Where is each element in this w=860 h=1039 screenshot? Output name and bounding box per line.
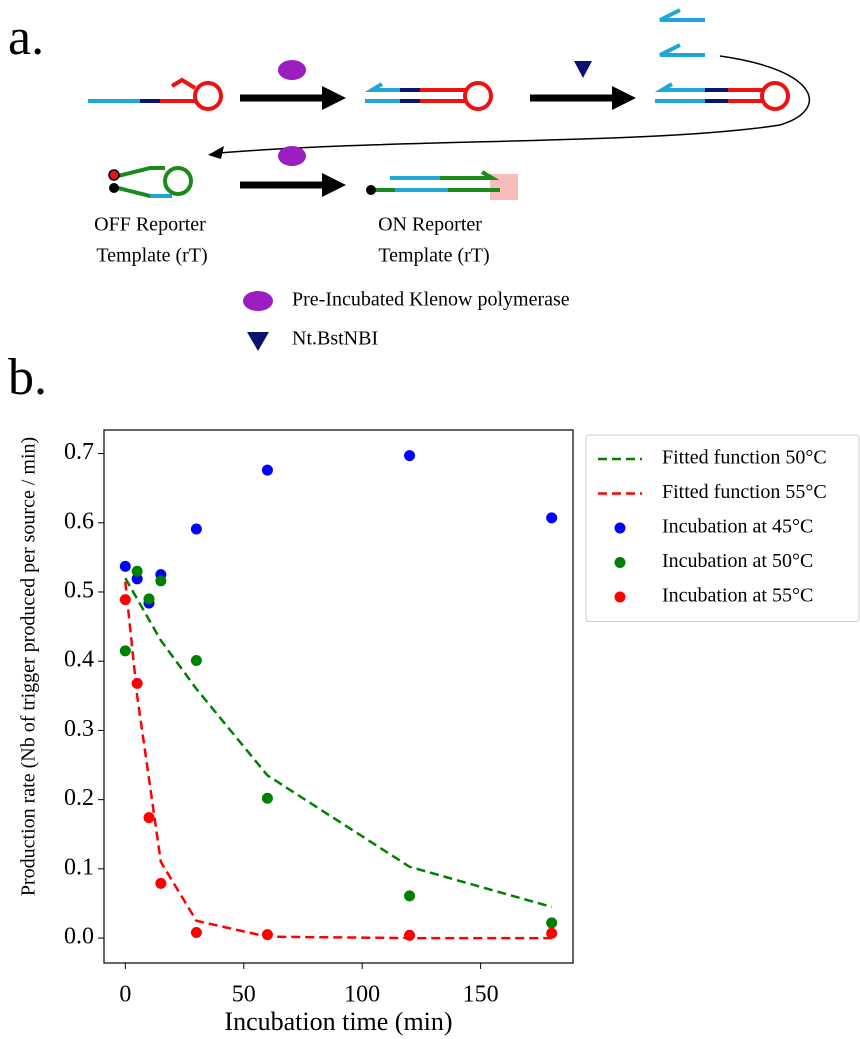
- point: [119, 560, 131, 572]
- point: [261, 464, 273, 476]
- point: [190, 655, 202, 667]
- strand: [364, 82, 400, 92]
- point: [261, 792, 273, 804]
- arrow-head: [208, 146, 224, 159]
- panel-label: a.: [8, 9, 44, 66]
- legend-marker: [614, 522, 626, 534]
- point: [131, 573, 143, 585]
- legend-icon: [243, 291, 273, 311]
- point: [404, 929, 416, 941]
- y-tick-label: 0.0: [64, 924, 94, 950]
- point: [261, 929, 273, 941]
- point: [131, 565, 143, 577]
- fluorophore: [108, 169, 120, 181]
- legend-text: Incubation at 50°C: [662, 550, 813, 572]
- arrow-head: [612, 86, 636, 110]
- polymerase: [278, 60, 306, 80]
- label: Template (rT): [96, 245, 207, 267]
- y-tick-label: 0.1: [64, 854, 94, 880]
- point: [546, 927, 558, 939]
- panel-label: b.: [8, 349, 47, 406]
- x-tick-label: 0: [119, 982, 131, 1008]
- fit-line: [124, 577, 553, 909]
- strand: [728, 88, 762, 103]
- point: [119, 594, 131, 606]
- legend-text: Fitted function 50°C: [662, 447, 827, 469]
- panel-b: 0.0 0.1 0.2 0.3 0.4 0.5 0.6 0.7 0 50 100 150 Incubat…: [18, 429, 860, 1036]
- x-tick-label: 50: [232, 982, 256, 1008]
- panel-a: a. OFF Reporter Template (rT) ON Reporte…: [8, 8, 810, 351]
- point: [190, 523, 202, 535]
- strand: [440, 170, 500, 192]
- strand: [654, 82, 705, 103]
- y-tick-label: 0.4: [64, 647, 94, 673]
- point: [404, 890, 416, 902]
- x-tick-label: 150: [463, 982, 499, 1008]
- plot-frame: [103, 429, 574, 964]
- y-tick-label: 0.3: [64, 716, 94, 742]
- label: ON Reporter: [378, 214, 482, 236]
- nickase: [574, 61, 592, 78]
- connector: [219, 55, 810, 154]
- y-tick-label: 0.2: [64, 785, 94, 811]
- fit-line: [124, 581, 552, 940]
- legend-icon: [247, 332, 269, 351]
- strand: [390, 176, 448, 192]
- label: OFF Reporter: [94, 214, 206, 236]
- legend-text: Incubation at 55°C: [662, 585, 813, 607]
- point: [143, 593, 155, 605]
- x-tick-label: 100: [344, 982, 380, 1008]
- quencher: [109, 183, 119, 193]
- loop: [163, 166, 193, 196]
- legend-box: [585, 434, 860, 622]
- legend-text: Fitted function 55°C: [662, 481, 827, 503]
- point: [190, 927, 202, 939]
- y-tick-label: 0.6: [64, 508, 94, 534]
- point: [131, 677, 143, 689]
- polymerase: [278, 146, 306, 166]
- loop: [193, 81, 223, 111]
- y-tick-label: 0.7: [64, 439, 94, 465]
- y-axis-label: Production rate (Nb of trigger produced …: [18, 437, 40, 896]
- point: [155, 575, 167, 587]
- y-tick-label: 0.5: [64, 577, 94, 603]
- point: [143, 812, 155, 824]
- point: [546, 512, 558, 524]
- loop: [463, 81, 493, 111]
- legend-text: Pre-Incubated Klenow polymerase: [292, 289, 570, 311]
- x-axis-label: Incubation time (min): [224, 1007, 452, 1036]
- trigger: [659, 8, 705, 57]
- legend-marker: [614, 557, 626, 568]
- strand: [160, 77, 197, 103]
- arrow-head: [322, 173, 346, 197]
- legend-text: Nt.BstNBI: [292, 328, 378, 350]
- label: Template (rT): [378, 245, 489, 267]
- legend-marker: [614, 591, 626, 603]
- quencher: [366, 185, 376, 195]
- legend-text: Incubation at 45°C: [662, 516, 813, 538]
- strand: [705, 88, 728, 103]
- strand: [400, 88, 420, 103]
- point: [155, 877, 167, 889]
- point: [404, 450, 416, 462]
- strand: [420, 88, 466, 103]
- point: [119, 645, 131, 657]
- strand: [117, 166, 168, 198]
- point: [546, 917, 558, 929]
- loop: [760, 81, 790, 111]
- arrow-head: [322, 86, 346, 110]
